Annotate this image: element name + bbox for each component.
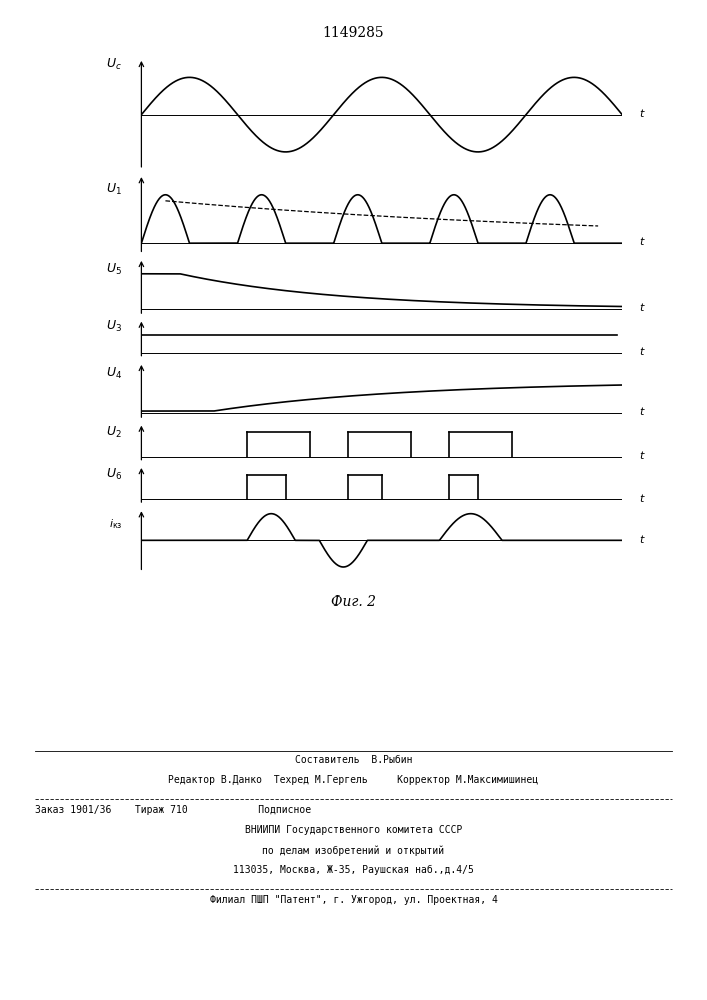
Text: $t$: $t$ bbox=[639, 345, 645, 357]
Text: $t$: $t$ bbox=[639, 301, 645, 313]
Text: 113035, Москва, Ж-35, Раушская наб.,д.4/5: 113035, Москва, Ж-35, Раушская наб.,д.4/… bbox=[233, 865, 474, 875]
Text: $t$: $t$ bbox=[639, 235, 645, 247]
Text: $U_2$: $U_2$ bbox=[107, 425, 122, 440]
Text: $U_4$: $U_4$ bbox=[106, 366, 122, 381]
Text: ВНИИПИ Государственного комитета СССР: ВНИИПИ Государственного комитета СССР bbox=[245, 825, 462, 835]
Text: $U_6$: $U_6$ bbox=[106, 467, 122, 482]
Text: Заказ 1901/36    Тираж 710            Подписное: Заказ 1901/36 Тираж 710 Подписное bbox=[35, 805, 312, 815]
Text: $t$: $t$ bbox=[639, 449, 645, 461]
Text: $U_c$: $U_c$ bbox=[106, 57, 122, 72]
Text: $t$: $t$ bbox=[639, 533, 645, 545]
Text: Редактор В.Данко  Техред М.Гергель     Корректор М.Максимишинец: Редактор В.Данко Техред М.Гергель Коррек… bbox=[168, 775, 539, 785]
Text: Составитель  В.Рыбин: Составитель В.Рыбин bbox=[295, 755, 412, 765]
Text: $U_5$: $U_5$ bbox=[106, 262, 122, 277]
Text: $t$: $t$ bbox=[639, 492, 645, 504]
Text: $t$: $t$ bbox=[639, 107, 645, 119]
Text: $U_3$: $U_3$ bbox=[106, 319, 122, 334]
Text: 1149285: 1149285 bbox=[322, 26, 385, 40]
Text: $U_1$: $U_1$ bbox=[106, 182, 122, 197]
Text: $i_{\rm кз}$: $i_{\rm кз}$ bbox=[109, 517, 122, 531]
Text: по делам изобретений и открытий: по делам изобретений и открытий bbox=[262, 845, 445, 856]
Text: Филиал ПШП "Патент", г. Ужгород, ул. Проектная, 4: Филиал ПШП "Патент", г. Ужгород, ул. Про… bbox=[209, 895, 498, 905]
Text: $t$: $t$ bbox=[639, 405, 645, 417]
Text: Фиг. 2: Фиг. 2 bbox=[331, 595, 376, 609]
